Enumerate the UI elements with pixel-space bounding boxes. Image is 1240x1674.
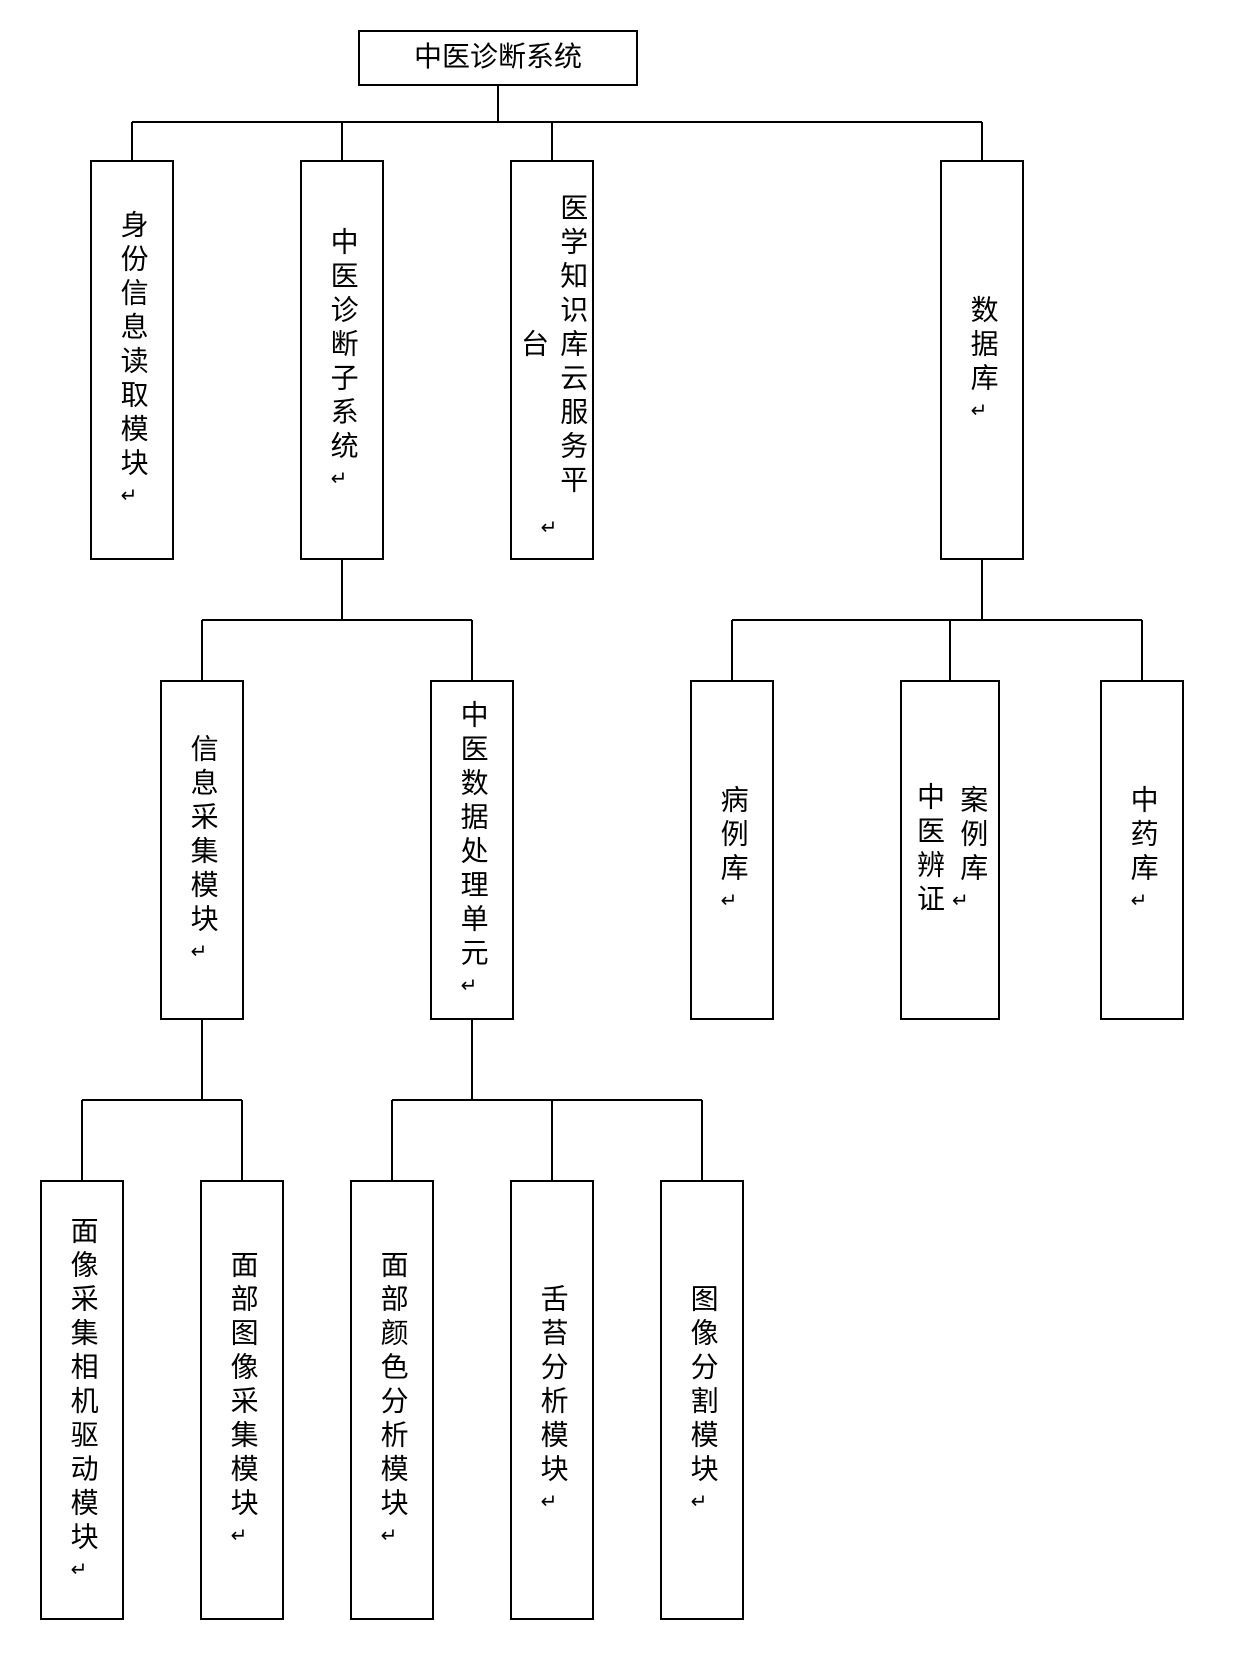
node-l2_c: 病例库↵ (690, 680, 774, 1020)
node-l2_b: 中医数据处理单元↵ (430, 680, 514, 1020)
node-l2_e: 中药库↵ (1100, 680, 1184, 1020)
node-l1_d: 数据库↵ (940, 160, 1024, 560)
node-root: 中医诊断系统 (358, 30, 638, 86)
node-l1_c: 医学知识库云服务平台↵ (510, 160, 594, 560)
node-l3_b: 面部图像采集模块↵ (200, 1180, 284, 1620)
node-l3_c: 面部颜色分析模块↵ (350, 1180, 434, 1620)
node-l1_b: 中医诊断子系统↵ (300, 160, 384, 560)
node-l3_e: 图像分割模块↵ (660, 1180, 744, 1620)
node-l2_d: 中医辨证案例库↵ (900, 680, 1000, 1020)
node-l3_a: 面像采集相机驱动模块↵ (40, 1180, 124, 1620)
node-l3_d: 舌苔分析模块↵ (510, 1180, 594, 1620)
node-l1_a: 身份信息读取模块↵ (90, 160, 174, 560)
node-l2_a: 信息采集模块↵ (160, 680, 244, 1020)
